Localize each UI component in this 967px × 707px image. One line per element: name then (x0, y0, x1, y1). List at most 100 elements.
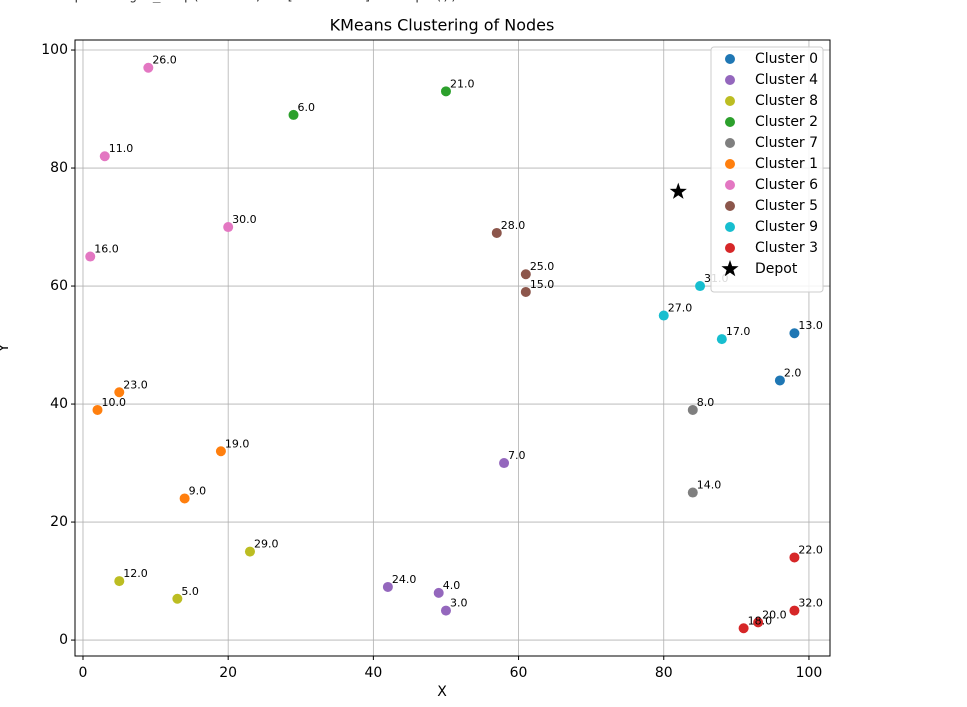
legend-marker (725, 243, 735, 253)
legend-marker (725, 222, 735, 232)
legend-marker (725, 96, 735, 106)
point (114, 387, 125, 398)
point (716, 334, 727, 345)
point (774, 375, 785, 386)
legend-marker (725, 54, 735, 64)
point-label: 25.0 (530, 260, 555, 273)
point-label: 23.0 (123, 378, 148, 391)
legend-marker (725, 117, 735, 127)
x-tick-label: 100 (796, 665, 823, 681)
point-label: 9.0 (189, 484, 207, 497)
point (789, 552, 800, 563)
x-tick-label: 60 (510, 665, 528, 681)
point (491, 227, 502, 238)
legend-label: Cluster 7 (755, 135, 818, 151)
chart-title: KMeans Clustering of Nodes (330, 16, 555, 35)
point-label: 14.0 (697, 479, 722, 492)
point-label: 4.0 (443, 579, 461, 592)
y-axis-label: Y (0, 343, 12, 353)
x-tick-label: 80 (655, 665, 673, 681)
x-tick-label: 40 (364, 665, 382, 681)
x-axis-label: X (437, 684, 447, 700)
point-label: 2.0 (784, 366, 802, 379)
legend-marker (725, 201, 735, 211)
point-label: 16.0 (94, 243, 119, 256)
point (433, 587, 444, 598)
point (179, 493, 190, 504)
point (440, 605, 451, 616)
point (753, 617, 764, 628)
point-label: 24.0 (392, 573, 417, 586)
point (288, 109, 299, 120)
point-label: 13.0 (798, 319, 823, 332)
point (695, 281, 706, 292)
point (520, 269, 531, 280)
x-tick-label: 0 (79, 665, 88, 681)
point-label: 3.0 (450, 597, 468, 610)
legend-marker (725, 159, 735, 169)
point-label: 27.0 (668, 302, 693, 315)
legend-box (710, 46, 824, 293)
point (382, 581, 393, 592)
point-label: 29.0 (254, 538, 279, 551)
point (440, 86, 451, 97)
legend-label: Cluster 4 (755, 72, 818, 88)
point-label: 6.0 (298, 101, 316, 114)
legend-label: Cluster 3 (755, 240, 818, 256)
x-tick-label: 20 (219, 665, 237, 681)
point-label: 10.0 (102, 396, 127, 409)
point (223, 222, 234, 233)
point-label: 5.0 (181, 585, 199, 598)
point (789, 328, 800, 339)
point (738, 623, 749, 634)
legend-marker (721, 260, 739, 277)
point (658, 310, 669, 321)
point (143, 62, 154, 73)
depot-marker (669, 182, 687, 199)
point-label: 11.0 (109, 142, 134, 155)
legend-label: Cluster 6 (755, 177, 818, 193)
point-label: 32.0 (798, 597, 823, 610)
point (215, 446, 226, 457)
point-label: 18.0 (748, 614, 773, 627)
point-label: 21.0 (450, 77, 475, 90)
point-label: 22.0 (798, 543, 823, 556)
legend-label: Cluster 2 (755, 114, 818, 130)
point (520, 286, 531, 297)
point (85, 251, 96, 262)
point-label: 7.0 (508, 449, 526, 462)
point (499, 458, 510, 469)
legend-marker (725, 180, 735, 190)
point (114, 576, 125, 587)
point (172, 593, 183, 604)
point-label: 20.0 (762, 608, 787, 621)
point-label: 26.0 (152, 54, 177, 67)
point-label: 28.0 (501, 219, 526, 232)
legend-label: Depot (755, 261, 798, 277)
point-label: 15.0 (530, 278, 555, 291)
y-tick-label: 40 (50, 396, 68, 412)
y-tick-label: 80 (50, 160, 68, 176)
point-label: 8.0 (697, 396, 715, 409)
point (92, 404, 103, 415)
point-label: 19.0 (225, 437, 250, 450)
point (789, 605, 800, 616)
y-tick-label: 100 (41, 42, 68, 58)
legend-marker (725, 138, 735, 148)
legend-label: Cluster 8 (755, 93, 818, 109)
point-label: 30.0 (232, 213, 257, 226)
legend-label: Cluster 1 (755, 156, 818, 172)
legend-label: Cluster 5 (755, 198, 818, 214)
y-tick-label: 20 (50, 514, 68, 530)
point (99, 151, 110, 162)
plot-frame (74, 39, 831, 657)
point (687, 404, 698, 415)
point (687, 487, 698, 498)
y-tick-label: 0 (59, 632, 68, 648)
code-line: colors = plt.cm.get_cmap('tab10', df['cl… (4, 0, 458, 4)
legend-label: Cluster 9 (755, 219, 818, 235)
point-label: 12.0 (123, 567, 148, 580)
point-label: 17.0 (726, 325, 751, 338)
